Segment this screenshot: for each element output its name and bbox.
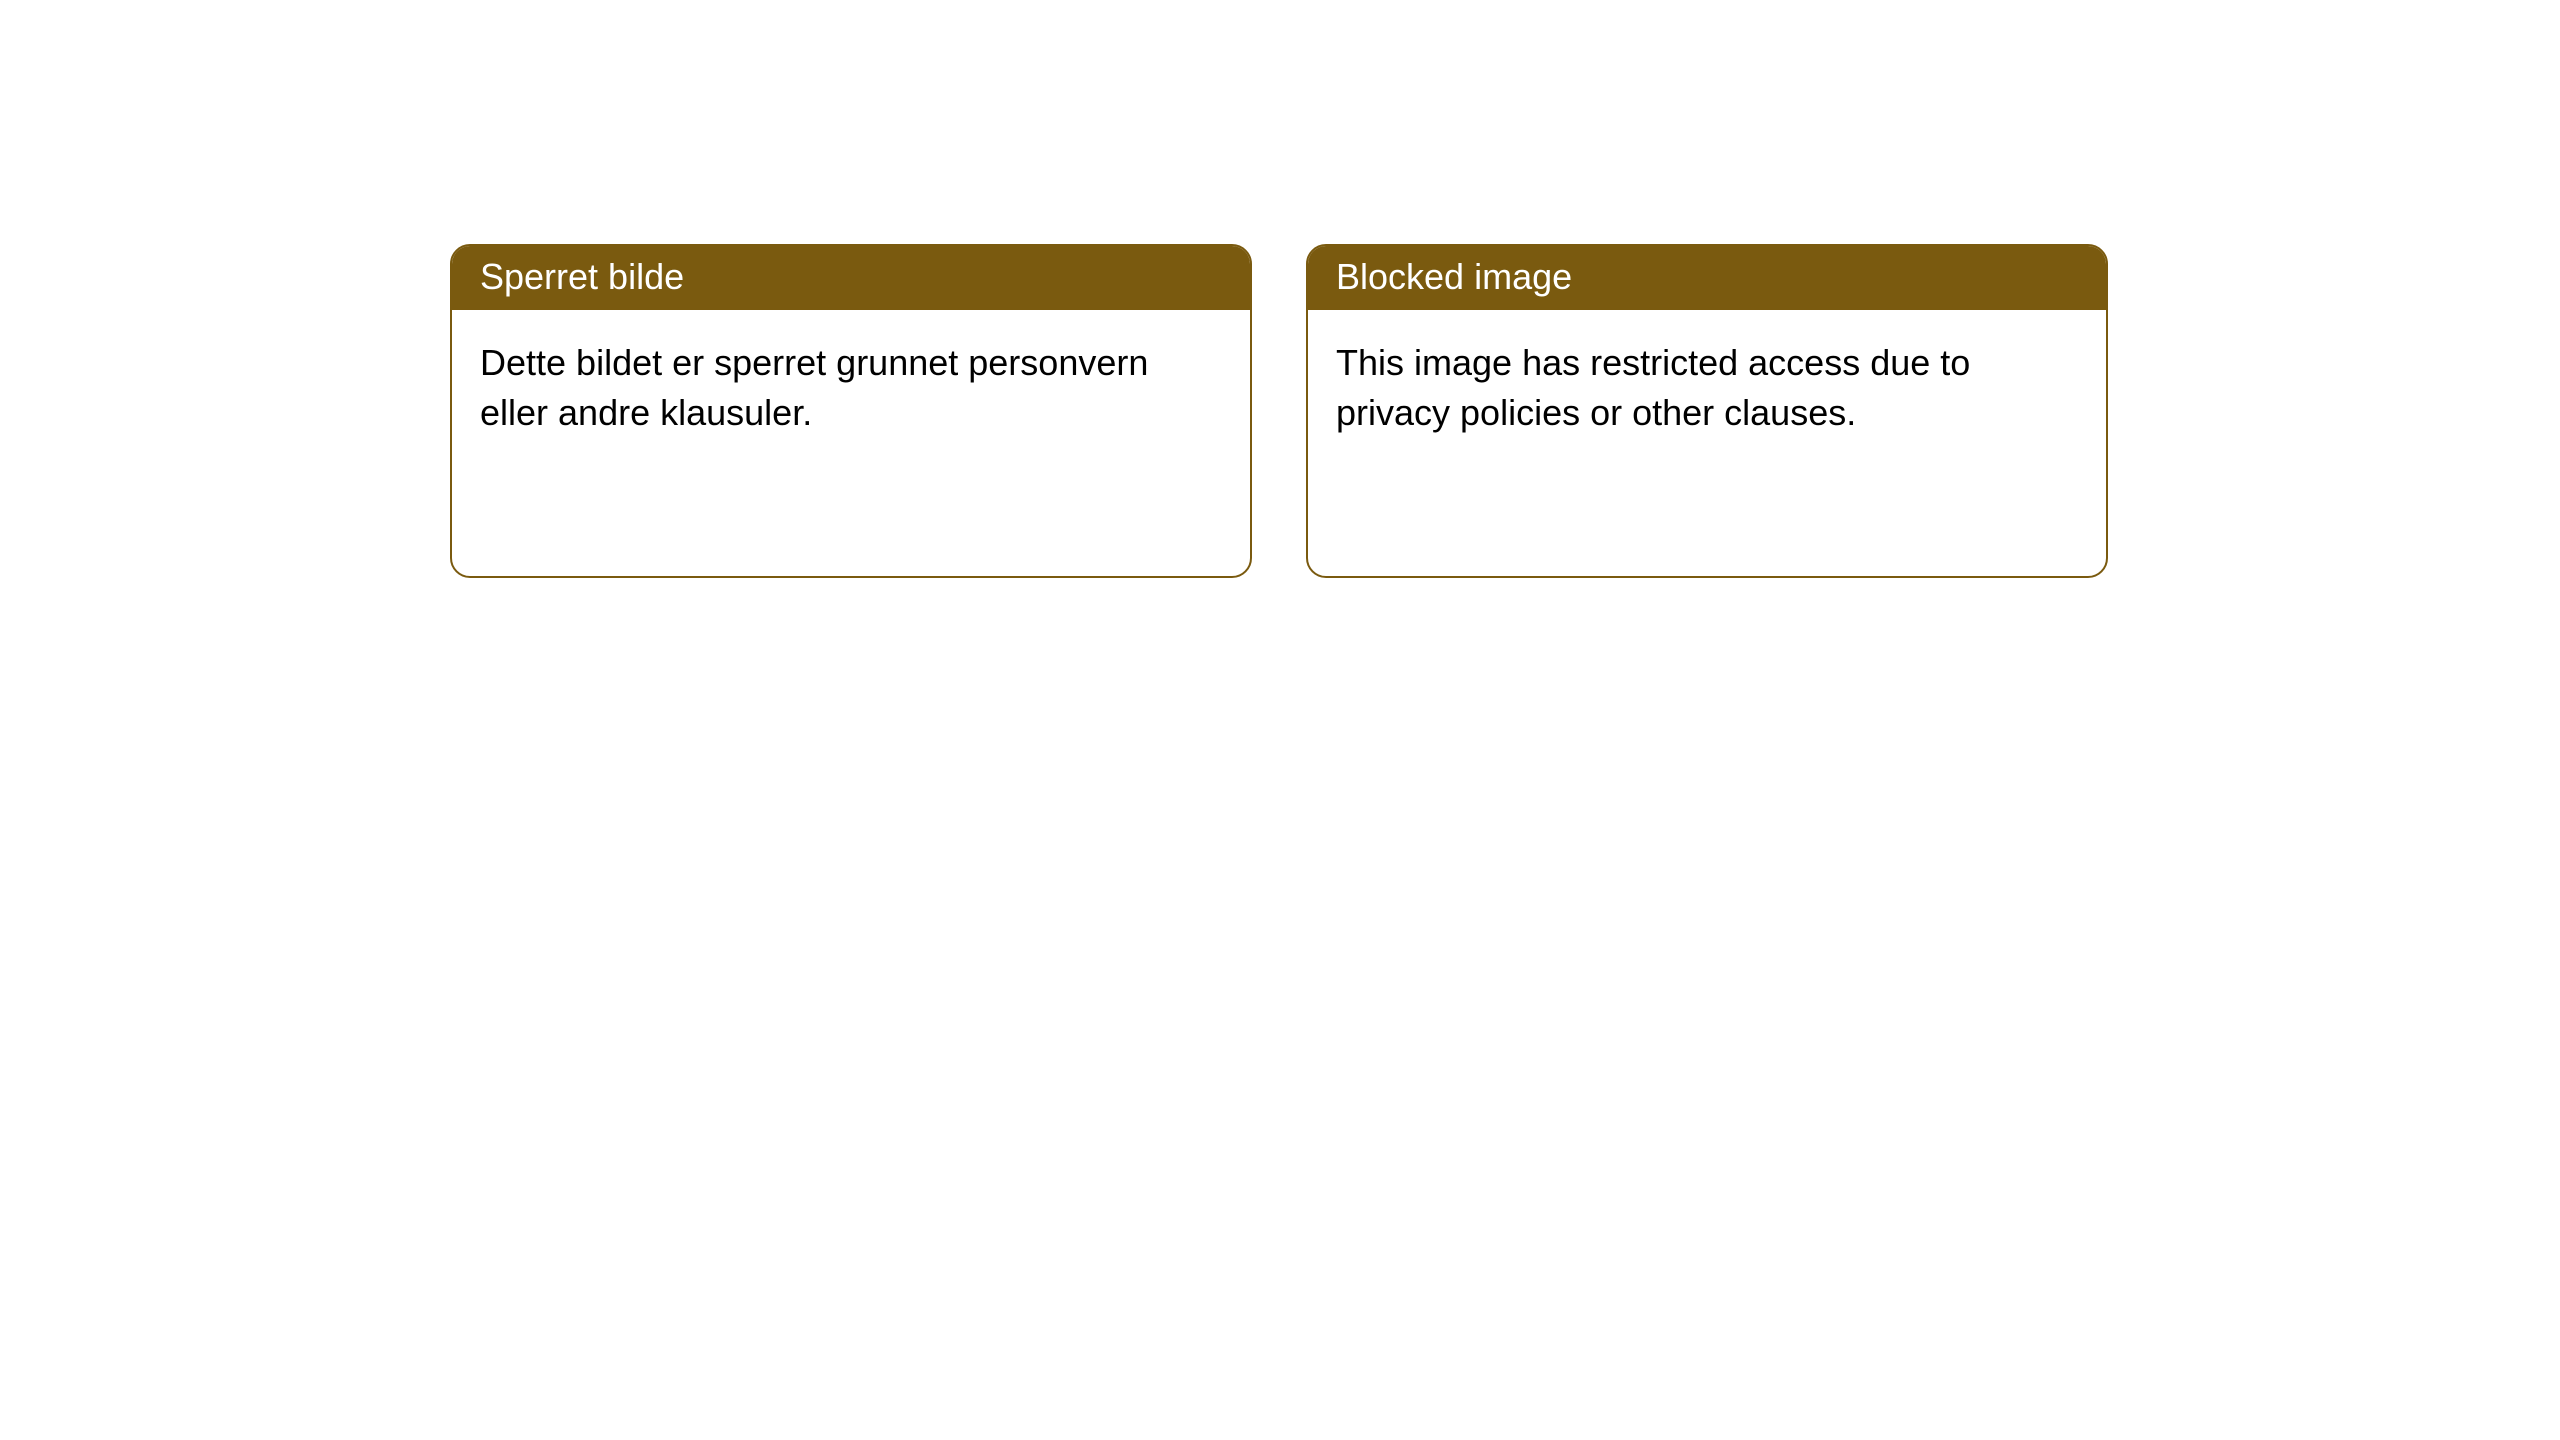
notice-card-title: Sperret bilde xyxy=(452,246,1250,310)
notice-card-body: This image has restricted access due to … xyxy=(1308,310,2106,467)
notice-cards-row: Sperret bilde Dette bildet er sperret gr… xyxy=(450,244,2108,578)
notice-card-body: Dette bildet er sperret grunnet personve… xyxy=(452,310,1250,467)
notice-card-title: Blocked image xyxy=(1308,246,2106,310)
notice-card-norwegian: Sperret bilde Dette bildet er sperret gr… xyxy=(450,244,1252,578)
notice-card-english: Blocked image This image has restricted … xyxy=(1306,244,2108,578)
